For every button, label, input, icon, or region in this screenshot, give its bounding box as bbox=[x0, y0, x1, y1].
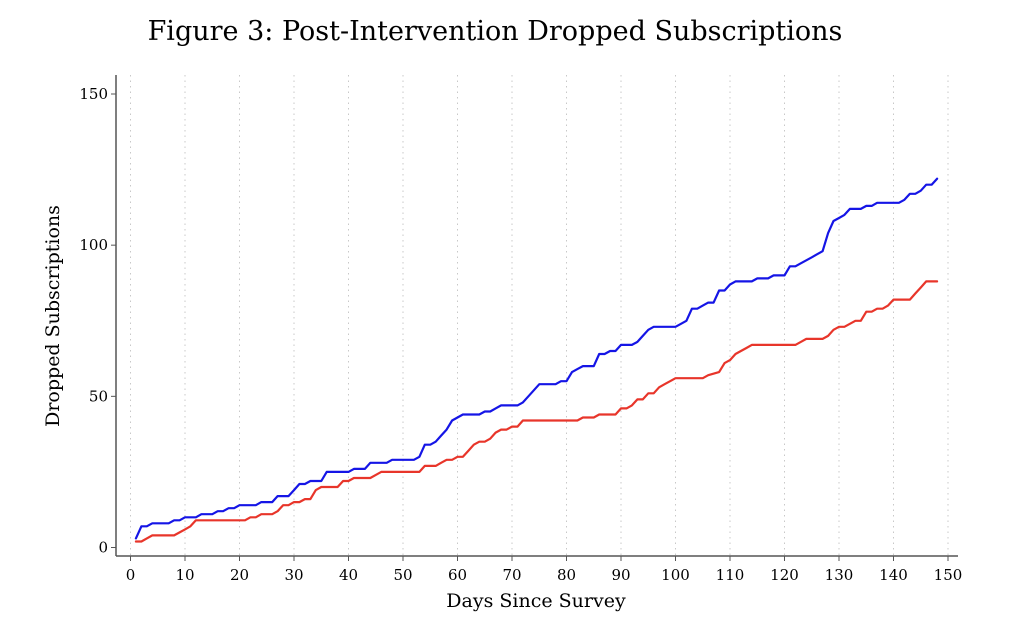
x-axis-label: Days Since Survey bbox=[446, 590, 626, 612]
y-tick-label: 50 bbox=[89, 387, 108, 405]
chart-title: Figure 3: Post-Intervention Dropped Subs… bbox=[148, 16, 843, 47]
y-axis-label: Dropped Subscriptions bbox=[42, 205, 64, 427]
x-tick-label: 30 bbox=[284, 566, 303, 584]
y-tick-label: 100 bbox=[79, 236, 108, 254]
axes bbox=[111, 75, 958, 561]
x-tick-label: 70 bbox=[502, 566, 521, 584]
x-tick-label: 0 bbox=[126, 566, 136, 584]
x-tick-label: 150 bbox=[934, 566, 963, 584]
x-tick-label: 140 bbox=[879, 566, 908, 584]
x-tick-label: 60 bbox=[448, 566, 467, 584]
x-tick-label: 10 bbox=[175, 566, 194, 584]
y-tick-label: 0 bbox=[98, 539, 108, 557]
y-tick-label: 150 bbox=[79, 85, 108, 103]
x-tick-label: 80 bbox=[557, 566, 576, 584]
tick-labels: 0 10 20 30 40 50 60 70 80 90 100 110 120 130 140 150 0 50… bbox=[79, 85, 962, 584]
x-tick-label: 130 bbox=[825, 566, 854, 584]
x-tick-label: 100 bbox=[661, 566, 690, 584]
x-tick-label: 120 bbox=[770, 566, 799, 584]
x-tick-label: 40 bbox=[339, 566, 358, 584]
series-line-2 bbox=[134, 280, 939, 543]
series-layer bbox=[134, 177, 939, 543]
x-tick-label: 90 bbox=[611, 566, 630, 584]
gridlines bbox=[130, 75, 949, 556]
series-line-1 bbox=[134, 177, 939, 540]
x-tick-label: 20 bbox=[230, 566, 249, 584]
x-tick-label: 110 bbox=[716, 566, 745, 584]
x-tick-label: 50 bbox=[393, 566, 412, 584]
